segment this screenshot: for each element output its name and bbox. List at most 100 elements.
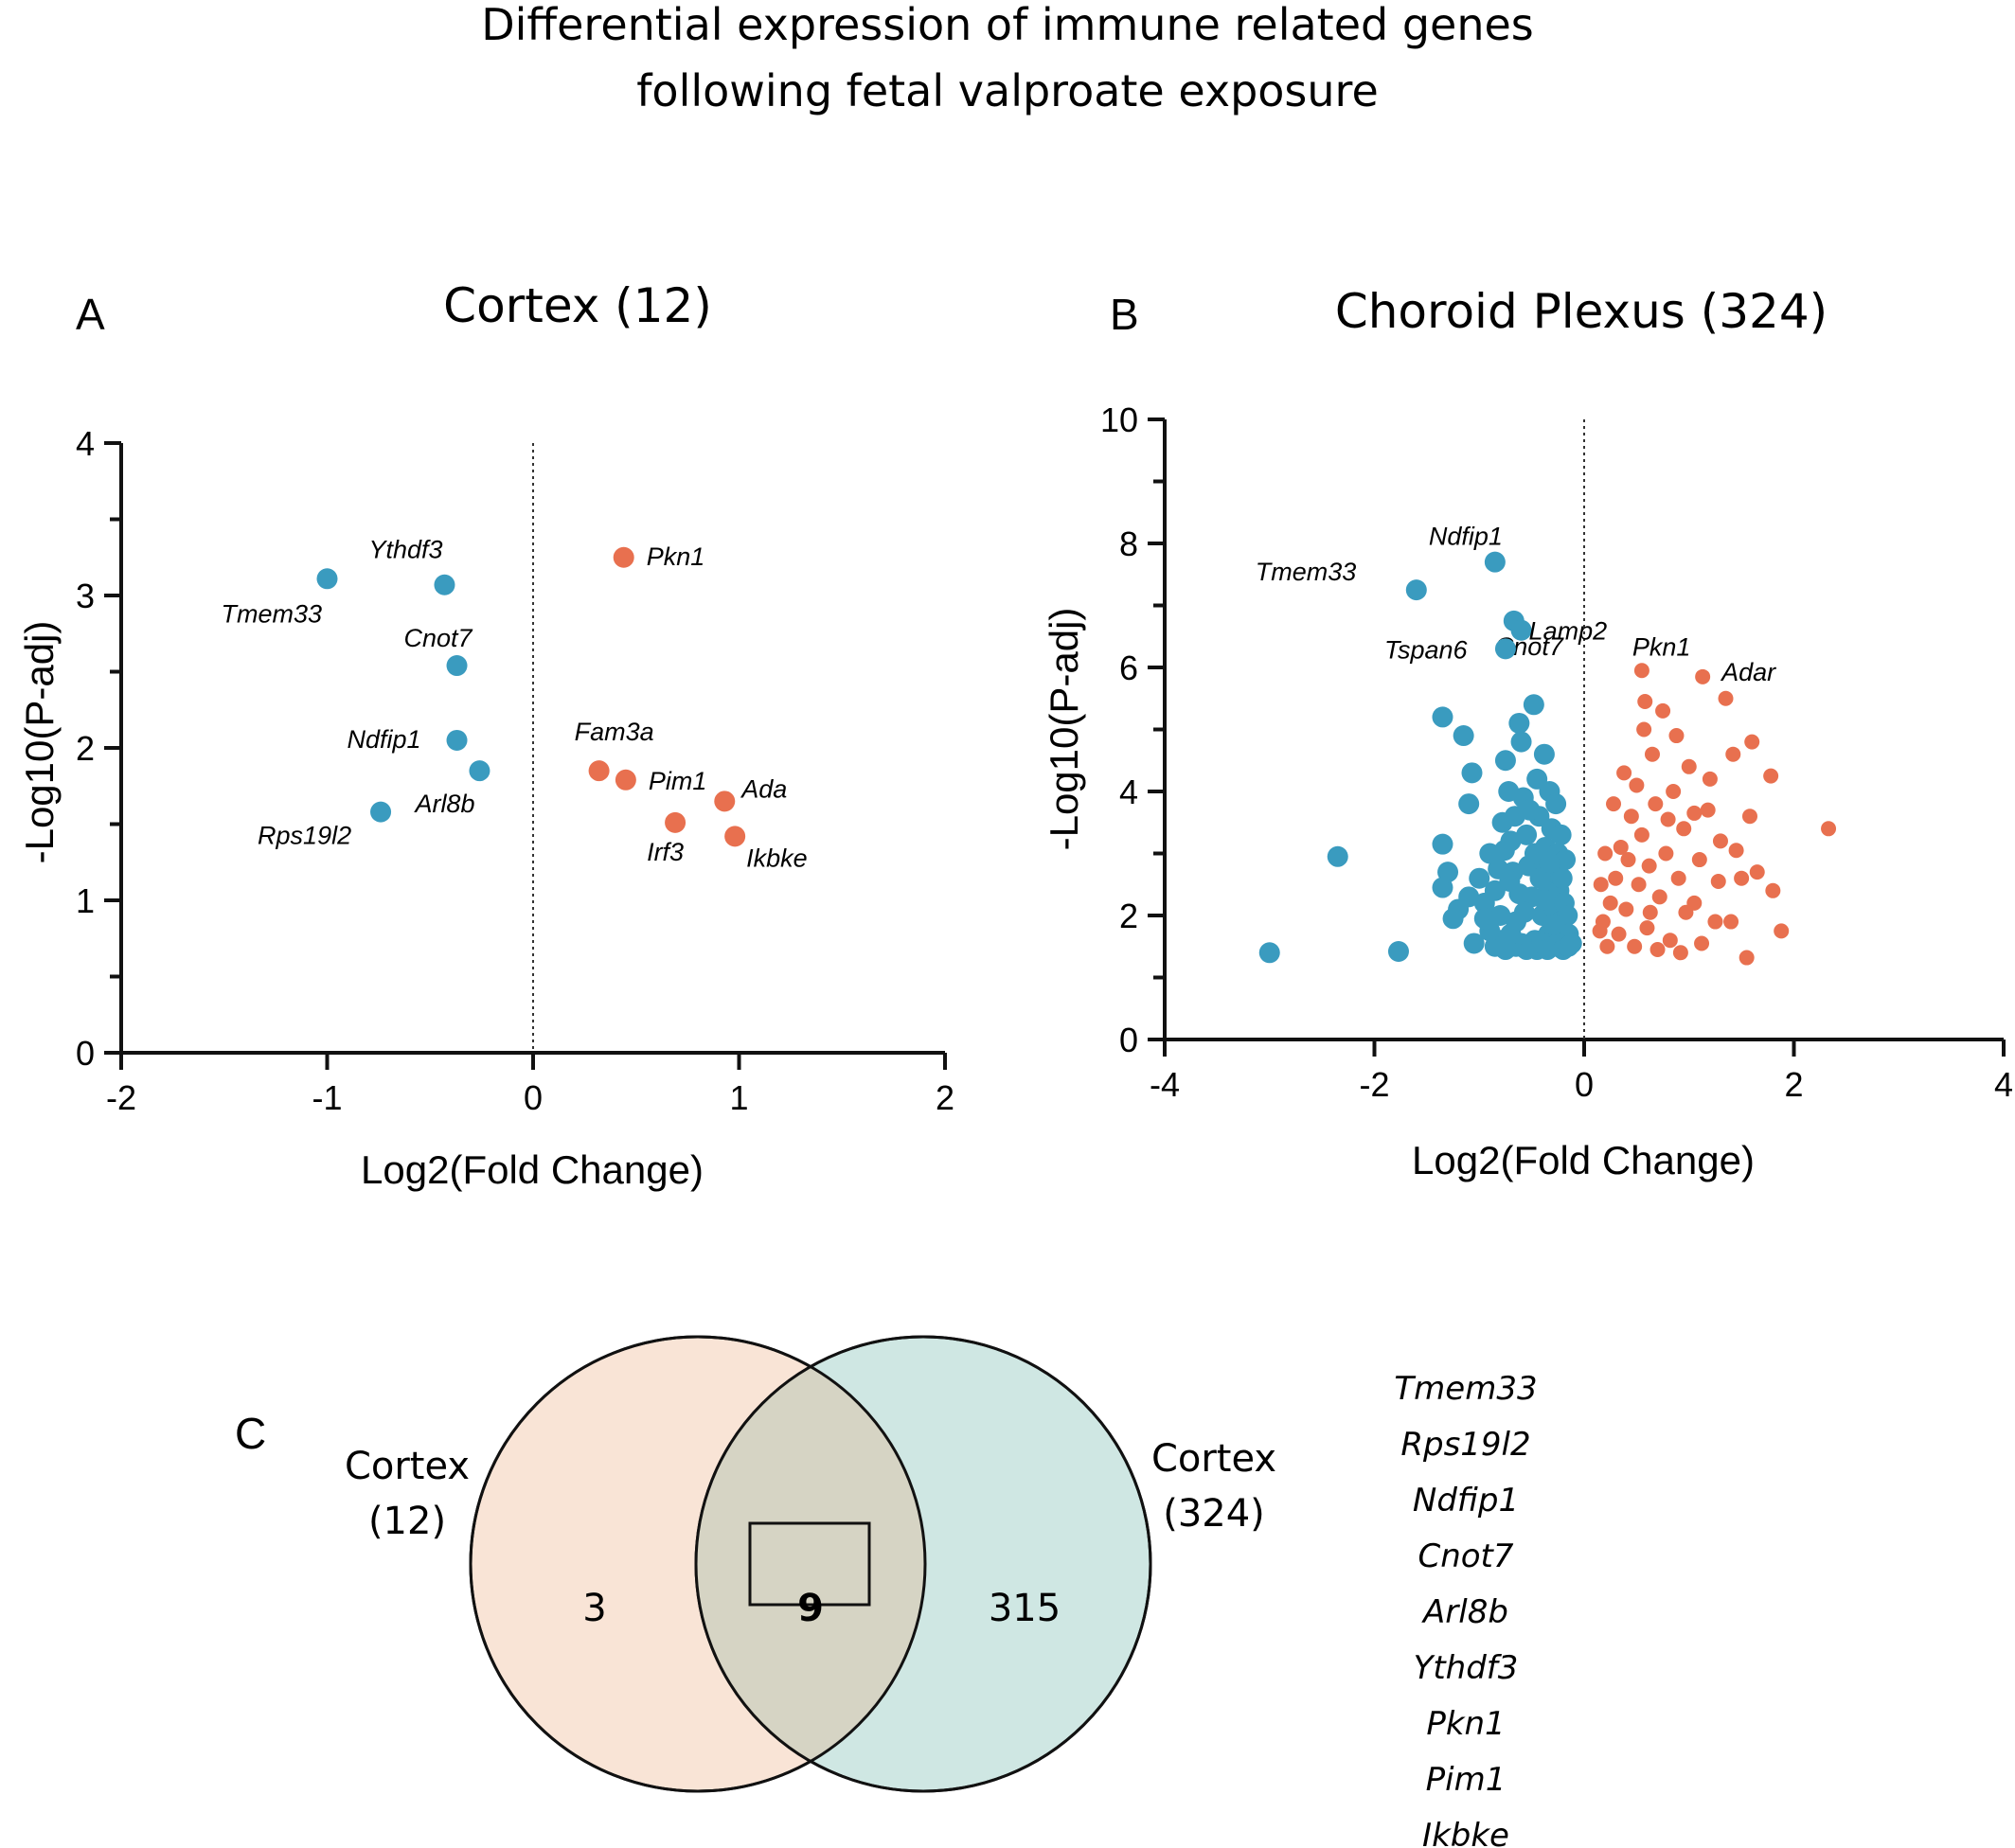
panel-a-point-ndfip1 bbox=[446, 729, 468, 751]
panel-a-y-tick-label: 1 bbox=[76, 881, 95, 920]
panel-a-point-ada bbox=[714, 791, 736, 812]
panel-b-point-up bbox=[1616, 765, 1632, 781]
panel-b-point-up bbox=[1627, 938, 1643, 954]
panel-b-point-down bbox=[1542, 914, 1564, 935]
panel-b-point-up bbox=[1636, 721, 1652, 737]
panel-a-y-tick-label: 2 bbox=[76, 729, 95, 768]
panel-b-x-axis-label: Log2(Fold Change) bbox=[1412, 1138, 1755, 1182]
panel-b-point-up bbox=[1741, 808, 1757, 825]
panel-a-x-tick-label: 1 bbox=[729, 1078, 748, 1117]
panel-b-point-up bbox=[1641, 858, 1657, 874]
figure-title-line2: following fetal valproate exposure bbox=[636, 65, 1379, 116]
panel-b-point-pkn1 bbox=[1633, 663, 1649, 679]
panel-b-point-up bbox=[1723, 914, 1739, 930]
panel-b-y-tick-label: 6 bbox=[1119, 649, 1138, 687]
shared-gene-item: Cnot7 bbox=[1418, 1537, 1513, 1575]
panel-b-point-down bbox=[1458, 886, 1480, 908]
panel-a-point-irf3 bbox=[665, 811, 687, 833]
panel-b-point-up bbox=[1681, 758, 1697, 774]
panel-a-point-pkn1 bbox=[613, 546, 634, 568]
panel-b-y-tick-label: 0 bbox=[1119, 1021, 1138, 1059]
panel-b-point-up bbox=[1592, 923, 1608, 939]
panel-b-point-down bbox=[1513, 901, 1535, 923]
panel-b-point-up bbox=[1739, 950, 1755, 966]
panel-b-point-down bbox=[1473, 908, 1495, 930]
panel-b-point-up bbox=[1662, 933, 1678, 949]
panel-a-gene-label: Cnot7 bbox=[404, 624, 473, 652]
panel-b-point-down bbox=[1489, 905, 1511, 926]
panel-b-point-up bbox=[1602, 895, 1618, 911]
shared-gene-item: Rps19l2 bbox=[1400, 1426, 1530, 1464]
panel-b-point-up bbox=[1644, 746, 1660, 762]
panel-a-y-axis-label: -Log10(P-adj) bbox=[17, 621, 62, 864]
panel-b-point-up bbox=[1774, 923, 1790, 939]
shared-gene-item: Pkn1 bbox=[1426, 1705, 1505, 1743]
panel-b-point-up bbox=[1734, 870, 1750, 886]
panel-b-point-up bbox=[1718, 690, 1734, 706]
panel-b-point-down bbox=[1387, 940, 1409, 962]
panel-b-point-up bbox=[1611, 926, 1627, 942]
panel-b-point-up bbox=[1712, 833, 1728, 849]
panel-b-title: Choroid Plexus (324) bbox=[1335, 284, 1828, 339]
panel-b-gene-label: Tspan6 bbox=[1384, 635, 1469, 664]
panel-b-point-up bbox=[1642, 904, 1658, 920]
panel-b-point-up bbox=[1629, 777, 1645, 793]
panel-a-title: Cortex (12) bbox=[443, 278, 712, 333]
panel-b-y-tick-label: 2 bbox=[1119, 897, 1138, 935]
panel-a-gene-label: Pkn1 bbox=[647, 542, 705, 571]
panel-b-point-down bbox=[1550, 824, 1572, 845]
panel-b-point-up bbox=[1623, 808, 1639, 825]
shared-gene-item: Tmem33 bbox=[1394, 1370, 1537, 1408]
panel-b-point-down bbox=[1539, 852, 1560, 874]
panel-b-point-up bbox=[1649, 942, 1666, 958]
panel-b-point-up bbox=[1765, 882, 1781, 898]
panel-b-point-up bbox=[1728, 843, 1744, 859]
panel-a-x-tick-label: 0 bbox=[524, 1078, 543, 1117]
panel-b-point-down bbox=[1458, 793, 1480, 815]
panel-b-point-up bbox=[1676, 821, 1692, 837]
venn-circle-left-outline bbox=[469, 1335, 927, 1793]
panel-b-point-adar bbox=[1695, 668, 1711, 684]
panel-b-point-down bbox=[1327, 845, 1348, 867]
shared-gene-list: Tmem33 Rps19l2 Ndfip1 Cnot7 Arl8b Ythdf3 Pkn1 P… bbox=[1394, 1370, 1537, 1848]
panel-a-x-tick-label: 2 bbox=[936, 1078, 954, 1117]
panel-b-x-tick-label: 2 bbox=[1784, 1065, 1803, 1104]
panel-b-point-up bbox=[1608, 870, 1624, 886]
panel-a-point-fam3a bbox=[588, 760, 610, 782]
shared-gene-item: Pim1 bbox=[1426, 1761, 1507, 1799]
shared-gene-item: Arl8b bbox=[1421, 1593, 1508, 1631]
panel-b-point-down bbox=[1551, 867, 1573, 889]
panel-b-point-up bbox=[1631, 877, 1647, 893]
panel-a-cortex-volcano: A Cortex (12) 0 1 2 3 4 -2 -1 0 1 2 Tmem33 Ythdf3 Cn… bbox=[17, 278, 954, 1192]
venn-right-only-count: 315 bbox=[989, 1587, 1061, 1630]
panel-a-gene-label: Rps19l2 bbox=[258, 822, 351, 850]
panel-letter-b: B bbox=[1110, 290, 1139, 339]
panel-b-point-up bbox=[1648, 796, 1664, 812]
panel-b-point-down bbox=[1516, 824, 1538, 845]
panel-b-point-lamp2 bbox=[1510, 619, 1532, 641]
panel-b-point-down bbox=[1504, 806, 1525, 827]
panel-b-point-down bbox=[1437, 862, 1459, 883]
panel-a-plot-area: 0 1 2 3 4 -2 -1 0 1 2 Tmem33 Ythdf3 Cnot7 Ndfip1 Arl8b… bbox=[76, 424, 954, 1117]
panel-a-point-cnot7 bbox=[446, 655, 468, 677]
panel-b-point-up bbox=[1763, 768, 1779, 784]
panel-a-y-tick-label: 0 bbox=[76, 1034, 95, 1073]
shared-gene-item: Ythdf3 bbox=[1414, 1649, 1519, 1687]
venn-overlap-region bbox=[696, 1337, 925, 1791]
panel-a-gene-label: Ythdf3 bbox=[368, 536, 442, 564]
panel-b-choroid-plexus-volcano: B Choroid Plexus (324) 0 2 4 6 8 10 -4 -2 0 2 4 Ndf… bbox=[1042, 284, 2013, 1182]
panel-b-x-tick-label: 0 bbox=[1575, 1065, 1594, 1104]
panel-b-x-tick-label: -4 bbox=[1150, 1065, 1180, 1104]
panel-b-point-up bbox=[1655, 702, 1671, 719]
panel-b-y-tick-label: 8 bbox=[1119, 524, 1138, 563]
panel-b-point-ndfip1 bbox=[1484, 551, 1506, 573]
panel-b-point-down bbox=[1453, 725, 1474, 747]
panel-a-gene-label: Irf3 bbox=[647, 838, 684, 866]
panel-b-point-up bbox=[1744, 734, 1760, 750]
venn-overlap-count: 9 bbox=[797, 1587, 824, 1630]
panel-b-point-down bbox=[1555, 849, 1577, 871]
panel-b-point-up bbox=[1651, 889, 1667, 905]
panel-a-y-tick-label: 4 bbox=[76, 424, 95, 463]
panel-b-point-up bbox=[1678, 904, 1694, 920]
